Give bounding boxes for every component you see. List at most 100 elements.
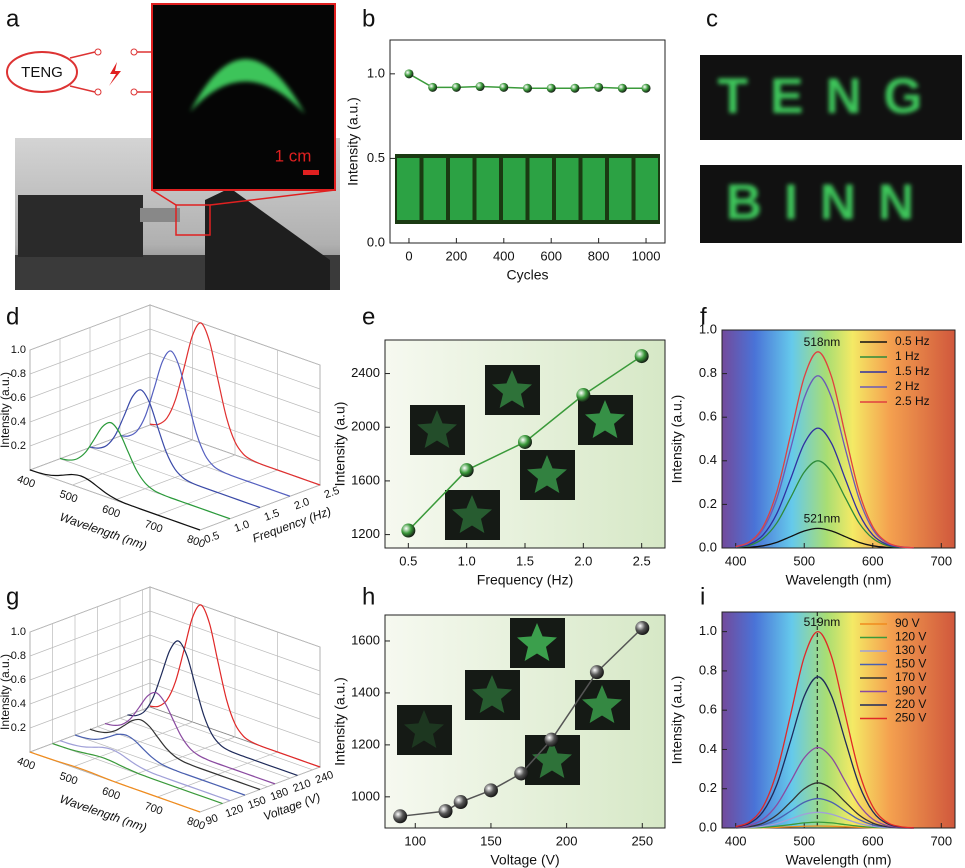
y-axis-label: Intensity (a.u.) [669,395,685,484]
point [570,83,580,93]
point [459,463,474,478]
axes-frame [721,329,956,549]
y-tick-label: 0.2 [699,780,717,795]
point [475,82,485,92]
inset-photo [151,3,336,191]
series-line [149,604,321,768]
x-tick-label: 700 [143,518,164,535]
y-tick-label: 0.2 [11,722,26,734]
y-tick-label: 0.6 [11,392,26,404]
y-tick-label: 1.0 [11,344,26,356]
legend-label: 90 V [895,616,920,630]
inset-star [404,710,444,748]
legend-label: 2 Hz [895,379,920,393]
panel-label: e [362,303,375,330]
x-tick-label: 800 [185,533,206,550]
x-tick-label: 500 [793,553,815,568]
y-tick-label: 1200 [351,736,380,751]
inset-star [517,623,557,661]
series-line [735,427,914,549]
x-tick-label: 600 [540,248,562,263]
grid-line [29,610,151,657]
legend-label: 1 Hz [895,349,920,363]
point [576,388,591,403]
grid-line [29,586,151,633]
y-tick-label: 1000 [351,788,380,803]
inset-photo [410,405,465,455]
terminal [130,48,138,56]
point [523,83,532,93]
y-tick-label: 0.0 [367,234,385,249]
x-tick-label: 1.5 [516,553,534,568]
x-axis-label: Voltage (V) [490,852,559,868]
z-tick-label: 1.5 [263,507,281,524]
annotation: 521nm [804,512,841,526]
legend-label: 250 V [895,711,926,725]
inset-star [472,675,512,713]
grid-line [97,726,268,788]
inset-photo [397,705,452,755]
z-axis-label: Frequency (Hz) [250,504,332,545]
y-tick-label: 0.4 [699,741,717,756]
x-tick-label: 600 [100,785,121,802]
series-line [735,351,914,549]
x-tick-label: 400 [493,248,515,263]
terminal [94,48,102,56]
series-line [735,782,914,829]
series-line [89,389,261,509]
x-tick-label: 400 [725,833,747,848]
panel-label: b [362,5,375,32]
x-tick-label: 250 [631,833,653,848]
point [428,82,438,92]
y-tick-label: 0.6 [699,702,717,717]
z-tick-label: 0.5 [203,530,221,547]
x-tick-label: 600 [862,833,884,848]
axes-frame [721,611,956,829]
x-axis-label: Wavelength (nm) [58,510,149,553]
annotation: 518nm [804,335,841,349]
legend-label: 2.5 Hz [895,394,930,408]
y-axis-label: Intensity (a.u.) [0,372,12,448]
panel-label: h [362,583,375,610]
y-tick-label: 2400 [351,365,380,380]
y-tick-label: 0.6 [11,674,26,686]
series-line [149,322,321,486]
z-tick-label: 90 [204,812,220,827]
point [404,69,414,79]
zoom-line [151,189,336,206]
series-line [735,527,914,549]
panel-label: f [700,303,707,330]
series-line [735,630,914,829]
terminal [130,88,138,96]
series-line [29,751,201,813]
teng-oval [6,51,78,93]
x-tick-label: 150 [480,833,502,848]
chart: f 400 500 600 700 0.0 0.2 0.4 0.6 0.8 1.0 Wavelengt… [669,303,956,588]
point [594,82,604,92]
y-axis-label: Intensity (a.u) [332,402,348,487]
x-tick-label: 1.0 [458,553,476,568]
rod [140,208,180,222]
y-tick-label: 0.2 [11,440,26,452]
y-tick-label: 0.6 [699,409,717,424]
y-axis-label: Intensity (a.u.) [0,654,12,730]
y-tick-label: 1400 [351,684,380,699]
legend-label: 170 V [895,670,926,684]
inset-star [582,685,622,723]
stage [205,188,330,290]
x-tick-label: 200 [556,833,578,848]
y-tick-label: 1.0 [11,626,26,638]
series-line [74,733,246,796]
frame [635,158,658,220]
y-axis-label: Intensity (a.u.) [669,676,685,765]
terminal [94,88,102,96]
series-line [59,421,231,520]
x-tick-label: 500 [58,770,79,787]
x-tick-label: 2.0 [574,553,592,568]
photo [700,55,962,140]
panel-label: c [706,5,718,32]
grid-line [72,721,193,768]
point [514,766,529,781]
y-tick-label: 1.0 [699,623,717,638]
y-tick-label: 0.8 [699,365,717,380]
